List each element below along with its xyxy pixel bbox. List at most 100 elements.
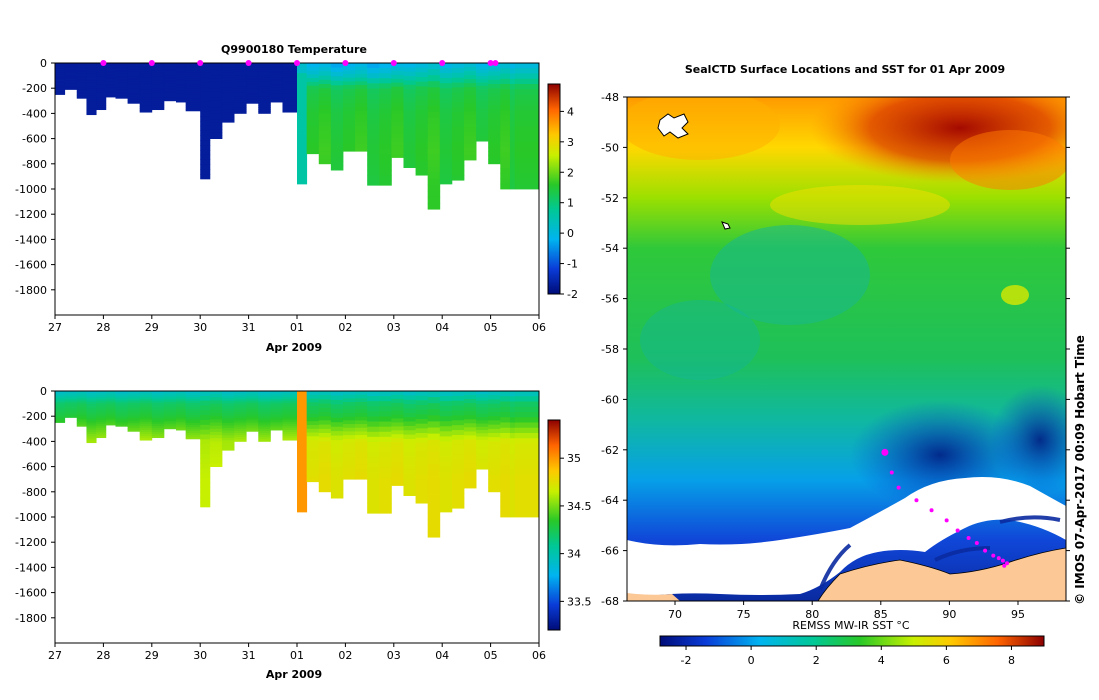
profile-cell xyxy=(439,501,453,508)
profile-cell xyxy=(246,79,259,82)
profile-cell xyxy=(391,74,404,80)
profile-cell xyxy=(200,145,211,151)
profile-cell xyxy=(176,100,187,103)
profile-cell xyxy=(185,422,201,426)
profile-cell xyxy=(115,417,128,420)
profile-cell xyxy=(163,63,177,65)
profile-cell xyxy=(96,398,107,402)
profile-cell xyxy=(379,497,392,504)
profile-cell xyxy=(509,496,516,502)
profile-cell xyxy=(151,63,165,66)
profile-cell xyxy=(209,69,223,73)
profile-cell xyxy=(427,196,441,204)
profile-cell xyxy=(439,68,453,74)
profile-cell xyxy=(330,152,344,158)
temperature-section-title: Q9900180 Temperature xyxy=(221,43,367,56)
profile-cell xyxy=(55,63,66,65)
profile-cell xyxy=(439,436,453,442)
profile-cell xyxy=(246,422,259,425)
profile-cell xyxy=(439,108,453,114)
profile-cell xyxy=(427,190,441,198)
profile-cell xyxy=(342,394,356,399)
profile-cell xyxy=(439,118,453,124)
profile-cell xyxy=(234,397,247,400)
profile-cell xyxy=(415,409,429,415)
profile-cell xyxy=(76,414,87,417)
profile-cell xyxy=(379,396,392,402)
profile-cell xyxy=(270,428,283,431)
profile-cell xyxy=(282,407,298,410)
profile-cell xyxy=(403,110,416,116)
profile-cell xyxy=(427,445,441,453)
profile-cell xyxy=(488,403,501,409)
profile-cell xyxy=(514,168,540,174)
profile-cell xyxy=(514,105,540,111)
profile-cell xyxy=(151,84,165,87)
profile-cell xyxy=(64,406,78,408)
profile-cell xyxy=(86,395,97,398)
profile-cell xyxy=(451,395,465,402)
profile-cell xyxy=(151,400,165,404)
profile-cell xyxy=(514,438,540,444)
profile-cell xyxy=(115,64,128,67)
profile-cell xyxy=(427,427,441,435)
profile-cell xyxy=(330,480,344,486)
profile-cell xyxy=(318,63,332,68)
profile-cell xyxy=(185,396,201,400)
profile-cell xyxy=(96,418,107,421)
profile-cell xyxy=(342,88,356,93)
profile-cell xyxy=(221,413,235,417)
profile-cell xyxy=(76,398,87,401)
profile-cell xyxy=(200,164,211,170)
profile-cell xyxy=(318,437,332,442)
profile-cell xyxy=(139,65,153,68)
profile-cell xyxy=(270,399,283,402)
profile-cell xyxy=(163,72,177,75)
profile-cell xyxy=(76,404,87,407)
track-point xyxy=(944,518,949,523)
profile-cell xyxy=(355,140,368,145)
profile-cell xyxy=(330,63,344,68)
profile-cell xyxy=(318,84,332,89)
profile-cell xyxy=(306,470,320,475)
profile-cell xyxy=(185,100,201,104)
profile-cell xyxy=(379,144,392,150)
profile-cell xyxy=(342,427,356,432)
profile-cell xyxy=(64,415,78,417)
profile-cell xyxy=(427,494,441,502)
profile-cell xyxy=(163,391,177,393)
profile-cell xyxy=(105,70,116,72)
profile-cell xyxy=(185,424,201,428)
profile-cell xyxy=(367,421,380,428)
profile-cell xyxy=(200,116,211,122)
track-point xyxy=(889,470,894,475)
profile-cell xyxy=(246,424,259,427)
profile-cell xyxy=(151,402,165,405)
profile-cell xyxy=(514,63,540,69)
latitude-tick-label: -50 xyxy=(601,141,619,154)
profile-cell xyxy=(330,143,344,149)
profile-cell xyxy=(127,422,141,425)
profile-cell xyxy=(488,88,501,93)
profile-cell xyxy=(306,100,320,105)
profile-cell xyxy=(221,442,235,446)
profile-cell xyxy=(391,106,404,111)
profile-cell xyxy=(355,147,368,152)
profile-cell xyxy=(151,433,165,437)
profile-cell xyxy=(246,101,259,104)
profile-cell xyxy=(297,491,308,498)
salinity-profile-cells xyxy=(55,391,540,538)
time-tick-label: 03 xyxy=(387,649,401,662)
profile-cell xyxy=(270,98,283,101)
profile-cell xyxy=(209,78,223,83)
profile-cell xyxy=(342,409,356,414)
profile-cell xyxy=(415,400,429,406)
profile-cell xyxy=(509,178,516,185)
profile-cell xyxy=(330,161,344,167)
profile-cell xyxy=(509,110,516,116)
profile-cell xyxy=(258,81,271,85)
profile-cell xyxy=(367,154,380,161)
profile-cell xyxy=(76,90,87,93)
profile-cell xyxy=(367,472,380,478)
profile-cell xyxy=(115,86,128,89)
